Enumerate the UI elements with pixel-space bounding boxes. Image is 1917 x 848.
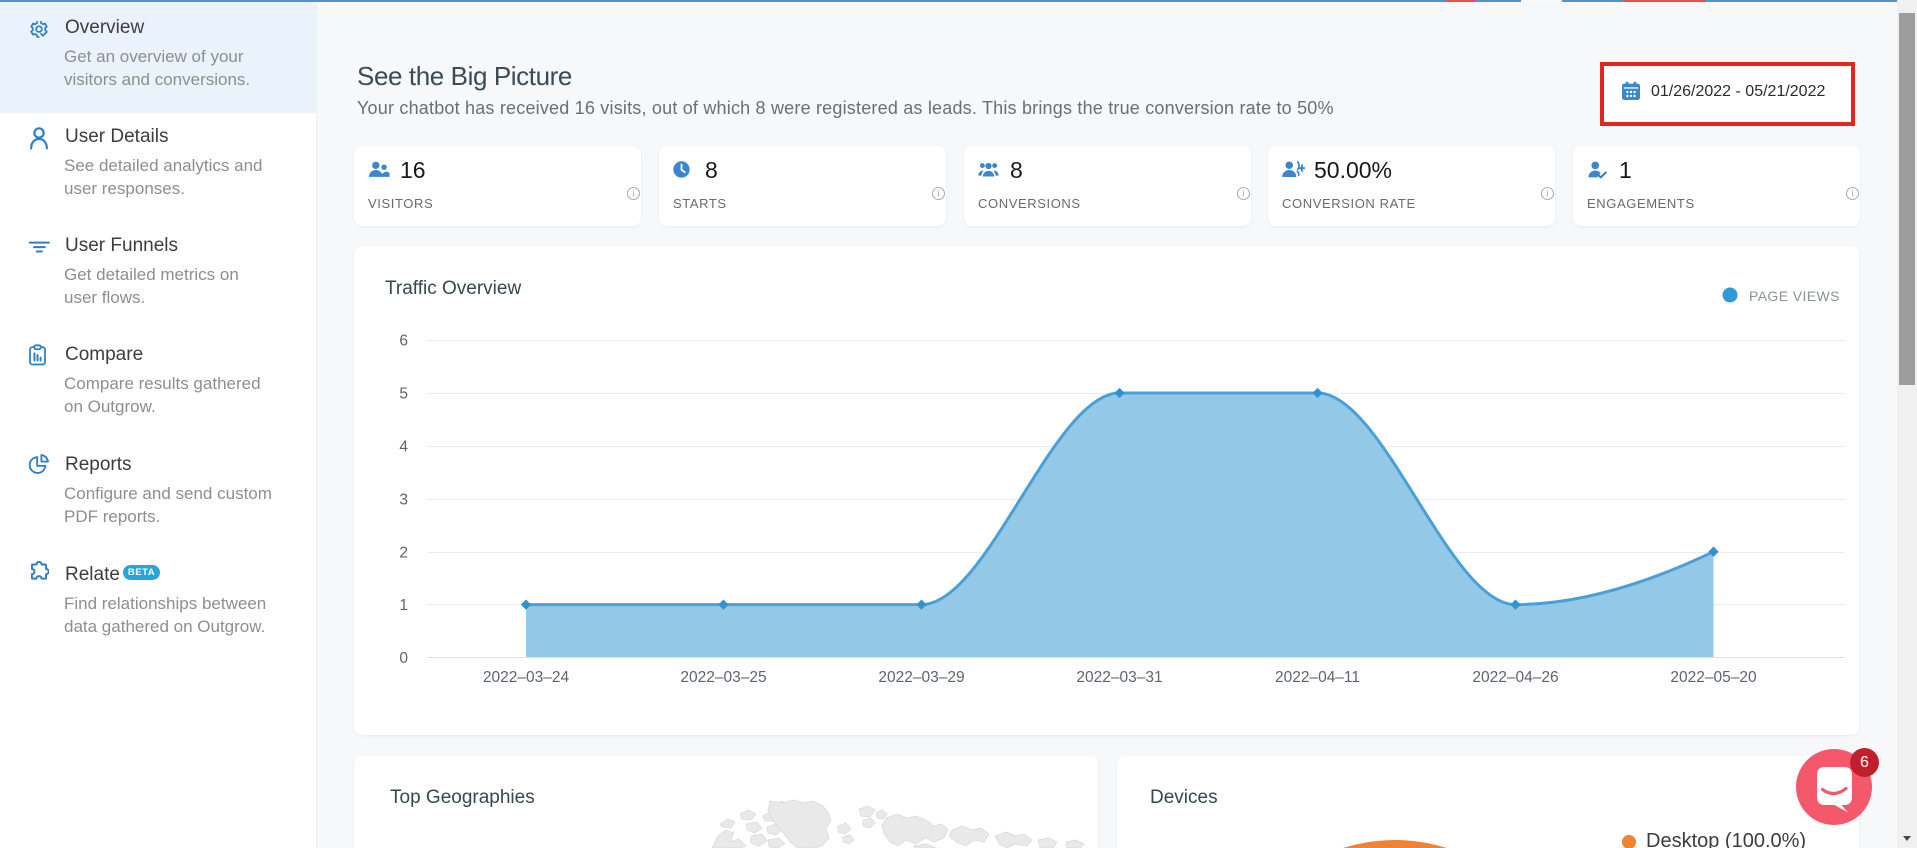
svg-text:1: 1 — [399, 597, 408, 614]
svg-text:2022–03–31: 2022–03–31 — [1076, 669, 1162, 686]
svg-text:6: 6 — [399, 333, 408, 350]
svg-text:2: 2 — [399, 545, 408, 562]
svg-text:5: 5 — [399, 386, 408, 403]
svg-text:2022–03–29: 2022–03–29 — [878, 669, 964, 686]
svg-text:2022–05–20: 2022–05–20 — [1670, 669, 1757, 686]
svg-text:0: 0 — [399, 650, 408, 667]
svg-text:4: 4 — [399, 439, 408, 456]
svg-text:3: 3 — [399, 492, 408, 509]
svg-text:2022–03–25: 2022–03–25 — [680, 669, 766, 686]
svg-text:2022–04–26: 2022–04–26 — [1472, 669, 1558, 686]
svg-text:2022–03–24: 2022–03–24 — [483, 669, 570, 686]
svg-text:2022–04–11: 2022–04–11 — [1275, 669, 1360, 686]
